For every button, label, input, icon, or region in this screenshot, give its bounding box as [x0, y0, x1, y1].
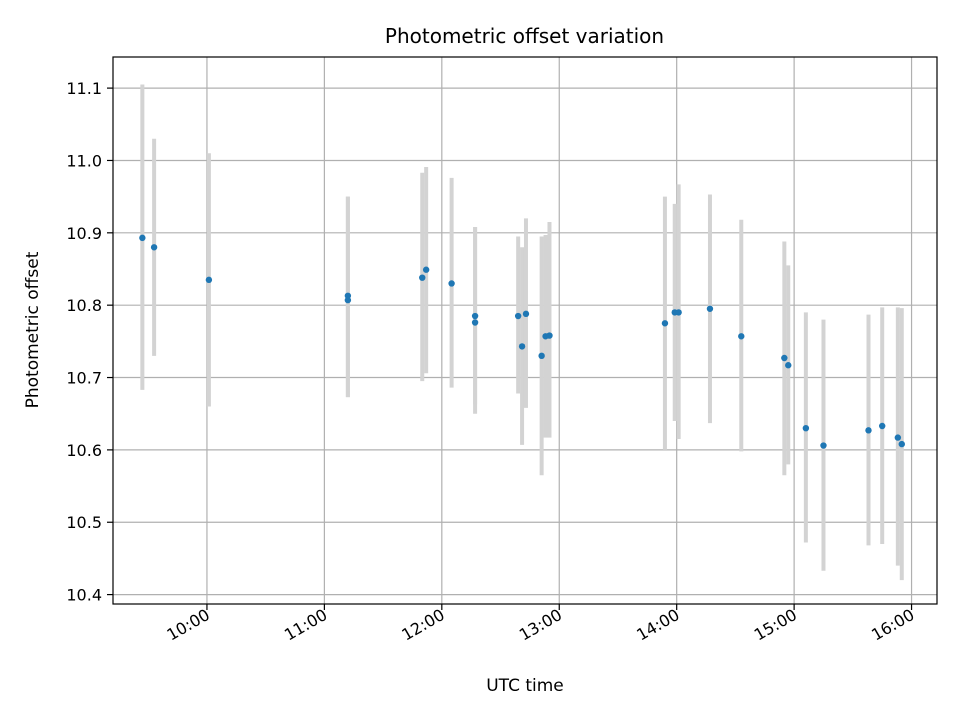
y-axis-title: Photometric offset [23, 251, 43, 408]
data-point [661, 320, 669, 327]
data-point [514, 312, 522, 320]
y-tick-label: 11.1 [66, 79, 102, 98]
data-point [820, 442, 827, 449]
data-point [538, 352, 545, 360]
grid-layer [113, 57, 937, 604]
data-point [205, 276, 213, 284]
y-tick-label: 10.9 [66, 224, 102, 243]
data-point [898, 440, 905, 448]
x-axis-title: UTC time [486, 676, 564, 696]
data-point [419, 274, 426, 281]
data-point [738, 333, 745, 340]
y-tick-label: 10.4 [66, 586, 102, 605]
point-layer [139, 234, 905, 449]
y-tick-label: 11.0 [66, 151, 102, 170]
data-point [785, 362, 792, 369]
y-tick-label: 10.8 [66, 296, 102, 315]
data-point [675, 309, 682, 316]
data-point [344, 296, 352, 304]
data-point [522, 310, 530, 318]
y-tick-label: 10.7 [66, 369, 102, 388]
data-point [802, 424, 810, 432]
data-point [471, 312, 479, 320]
data-point [865, 427, 872, 434]
data-point [894, 434, 902, 441]
data-point [518, 343, 526, 350]
data-point [139, 234, 146, 242]
data-point [150, 244, 158, 251]
chart-title: Photometric offset variation [385, 24, 664, 48]
data-point [878, 422, 886, 430]
y-tick-label: 10.6 [66, 441, 102, 460]
data-point [546, 332, 553, 339]
y-tick-label: 10.5 [66, 513, 102, 532]
data-point [471, 319, 479, 326]
data-point [422, 266, 430, 273]
data-point [448, 280, 455, 287]
data-point [781, 354, 788, 362]
plot-frame [112, 56, 938, 605]
data-point [706, 305, 714, 312]
